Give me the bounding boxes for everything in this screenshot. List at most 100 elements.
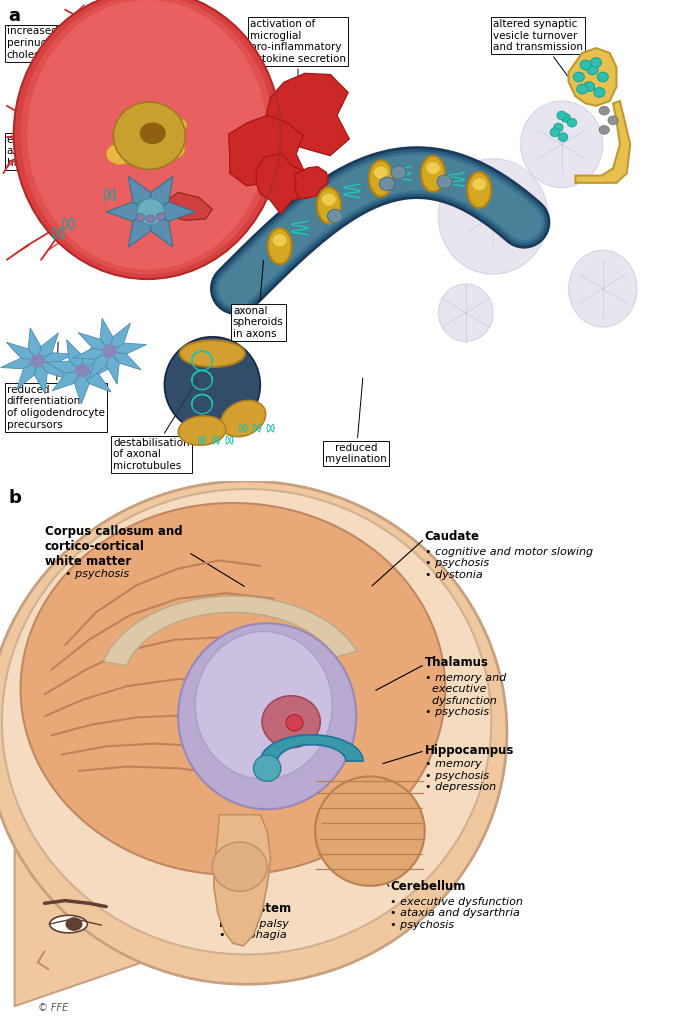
Polygon shape: [258, 81, 359, 163]
Ellipse shape: [142, 107, 173, 124]
Polygon shape: [82, 370, 111, 392]
Text: Brain stem
nuclei: Brain stem nuclei: [219, 903, 291, 930]
Polygon shape: [75, 370, 89, 404]
Ellipse shape: [553, 123, 563, 132]
Ellipse shape: [557, 111, 566, 120]
Polygon shape: [110, 323, 130, 352]
Ellipse shape: [421, 156, 445, 192]
Polygon shape: [110, 352, 141, 370]
Ellipse shape: [179, 340, 245, 367]
Polygon shape: [0, 481, 507, 1006]
Polygon shape: [82, 362, 119, 374]
Text: neurofibrillary
tangles: neurofibrillary tangles: [145, 16, 219, 67]
Polygon shape: [6, 342, 38, 361]
Text: Thalamus: Thalamus: [425, 656, 488, 669]
Ellipse shape: [125, 130, 149, 149]
Ellipse shape: [221, 400, 266, 437]
Text: activation of
microglial
pro-inflammatory
cytokine secretion: activation of microglial pro-inflammator…: [250, 20, 346, 88]
Ellipse shape: [599, 106, 610, 115]
Ellipse shape: [268, 228, 292, 264]
Ellipse shape: [102, 344, 117, 358]
Polygon shape: [106, 203, 151, 221]
Polygon shape: [164, 192, 212, 220]
Text: Corpus callosum and
cortico-cortical
white matter: Corpus callosum and cortico-cortical whi…: [45, 525, 182, 567]
Ellipse shape: [75, 364, 90, 377]
Ellipse shape: [164, 337, 260, 433]
Ellipse shape: [438, 158, 548, 274]
Ellipse shape: [30, 354, 45, 368]
Ellipse shape: [569, 250, 637, 327]
Text: • cognitive and motor slowing
• psychosis
• dystonia: • cognitive and motor slowing • psychosi…: [425, 547, 593, 580]
Polygon shape: [246, 152, 312, 212]
Polygon shape: [1, 358, 38, 369]
Ellipse shape: [106, 143, 134, 164]
Ellipse shape: [577, 84, 588, 94]
Ellipse shape: [253, 756, 281, 781]
Ellipse shape: [369, 160, 393, 196]
Ellipse shape: [49, 915, 88, 932]
Ellipse shape: [14, 0, 281, 279]
Text: Hippocampus: Hippocampus: [425, 743, 514, 757]
Ellipse shape: [573, 72, 584, 82]
Polygon shape: [232, 111, 310, 196]
Polygon shape: [38, 361, 69, 379]
Polygon shape: [38, 353, 75, 364]
Ellipse shape: [467, 172, 491, 208]
Ellipse shape: [66, 917, 82, 931]
Text: • psychosis: • psychosis: [65, 568, 129, 579]
Polygon shape: [151, 203, 195, 221]
Text: Cerebellum: Cerebellum: [390, 880, 466, 893]
Ellipse shape: [147, 215, 155, 223]
Ellipse shape: [136, 214, 145, 221]
Polygon shape: [100, 319, 113, 352]
Ellipse shape: [426, 162, 440, 174]
Text: ectopic
dendritogenesis: ectopic dendritogenesis: [68, 209, 153, 241]
Polygon shape: [73, 348, 110, 359]
Polygon shape: [78, 333, 110, 352]
Ellipse shape: [178, 416, 226, 445]
Ellipse shape: [315, 776, 425, 886]
Ellipse shape: [379, 177, 395, 190]
Text: reduced
differentiation
of oligodendrocyte
precursors: reduced differentiation of oligodendrocy…: [7, 342, 105, 430]
Ellipse shape: [156, 213, 165, 220]
Polygon shape: [289, 164, 327, 205]
Ellipse shape: [473, 178, 486, 190]
Ellipse shape: [567, 118, 577, 127]
Ellipse shape: [584, 82, 595, 91]
Ellipse shape: [561, 113, 571, 122]
Polygon shape: [82, 340, 99, 370]
Polygon shape: [151, 212, 173, 247]
Ellipse shape: [327, 210, 342, 223]
Ellipse shape: [437, 175, 452, 188]
Text: a: a: [8, 7, 21, 26]
Text: Caudate: Caudate: [425, 530, 479, 544]
Ellipse shape: [438, 284, 493, 341]
Ellipse shape: [608, 116, 619, 124]
Text: • memory
• psychosis
• depression: • memory • psychosis • depression: [425, 759, 496, 793]
Ellipse shape: [0, 481, 507, 984]
Polygon shape: [66, 340, 83, 370]
Polygon shape: [46, 361, 82, 373]
Polygon shape: [129, 176, 151, 212]
Ellipse shape: [27, 0, 267, 269]
Ellipse shape: [597, 72, 608, 82]
Ellipse shape: [580, 60, 591, 70]
Polygon shape: [28, 328, 41, 361]
Ellipse shape: [21, 503, 445, 875]
Text: b: b: [8, 489, 21, 507]
Polygon shape: [38, 333, 58, 361]
Ellipse shape: [317, 187, 341, 223]
Ellipse shape: [21, 0, 274, 274]
Ellipse shape: [550, 127, 560, 137]
Ellipse shape: [594, 87, 605, 98]
Ellipse shape: [374, 167, 388, 179]
Ellipse shape: [2, 489, 491, 954]
Ellipse shape: [140, 122, 166, 144]
Ellipse shape: [114, 102, 185, 170]
Ellipse shape: [558, 133, 568, 142]
Polygon shape: [89, 352, 110, 379]
Text: • gaze palsy
• dysphagia: • gaze palsy • dysphagia: [219, 919, 289, 941]
Text: © FFE: © FFE: [38, 1002, 68, 1013]
Ellipse shape: [212, 842, 267, 891]
Polygon shape: [128, 212, 151, 247]
